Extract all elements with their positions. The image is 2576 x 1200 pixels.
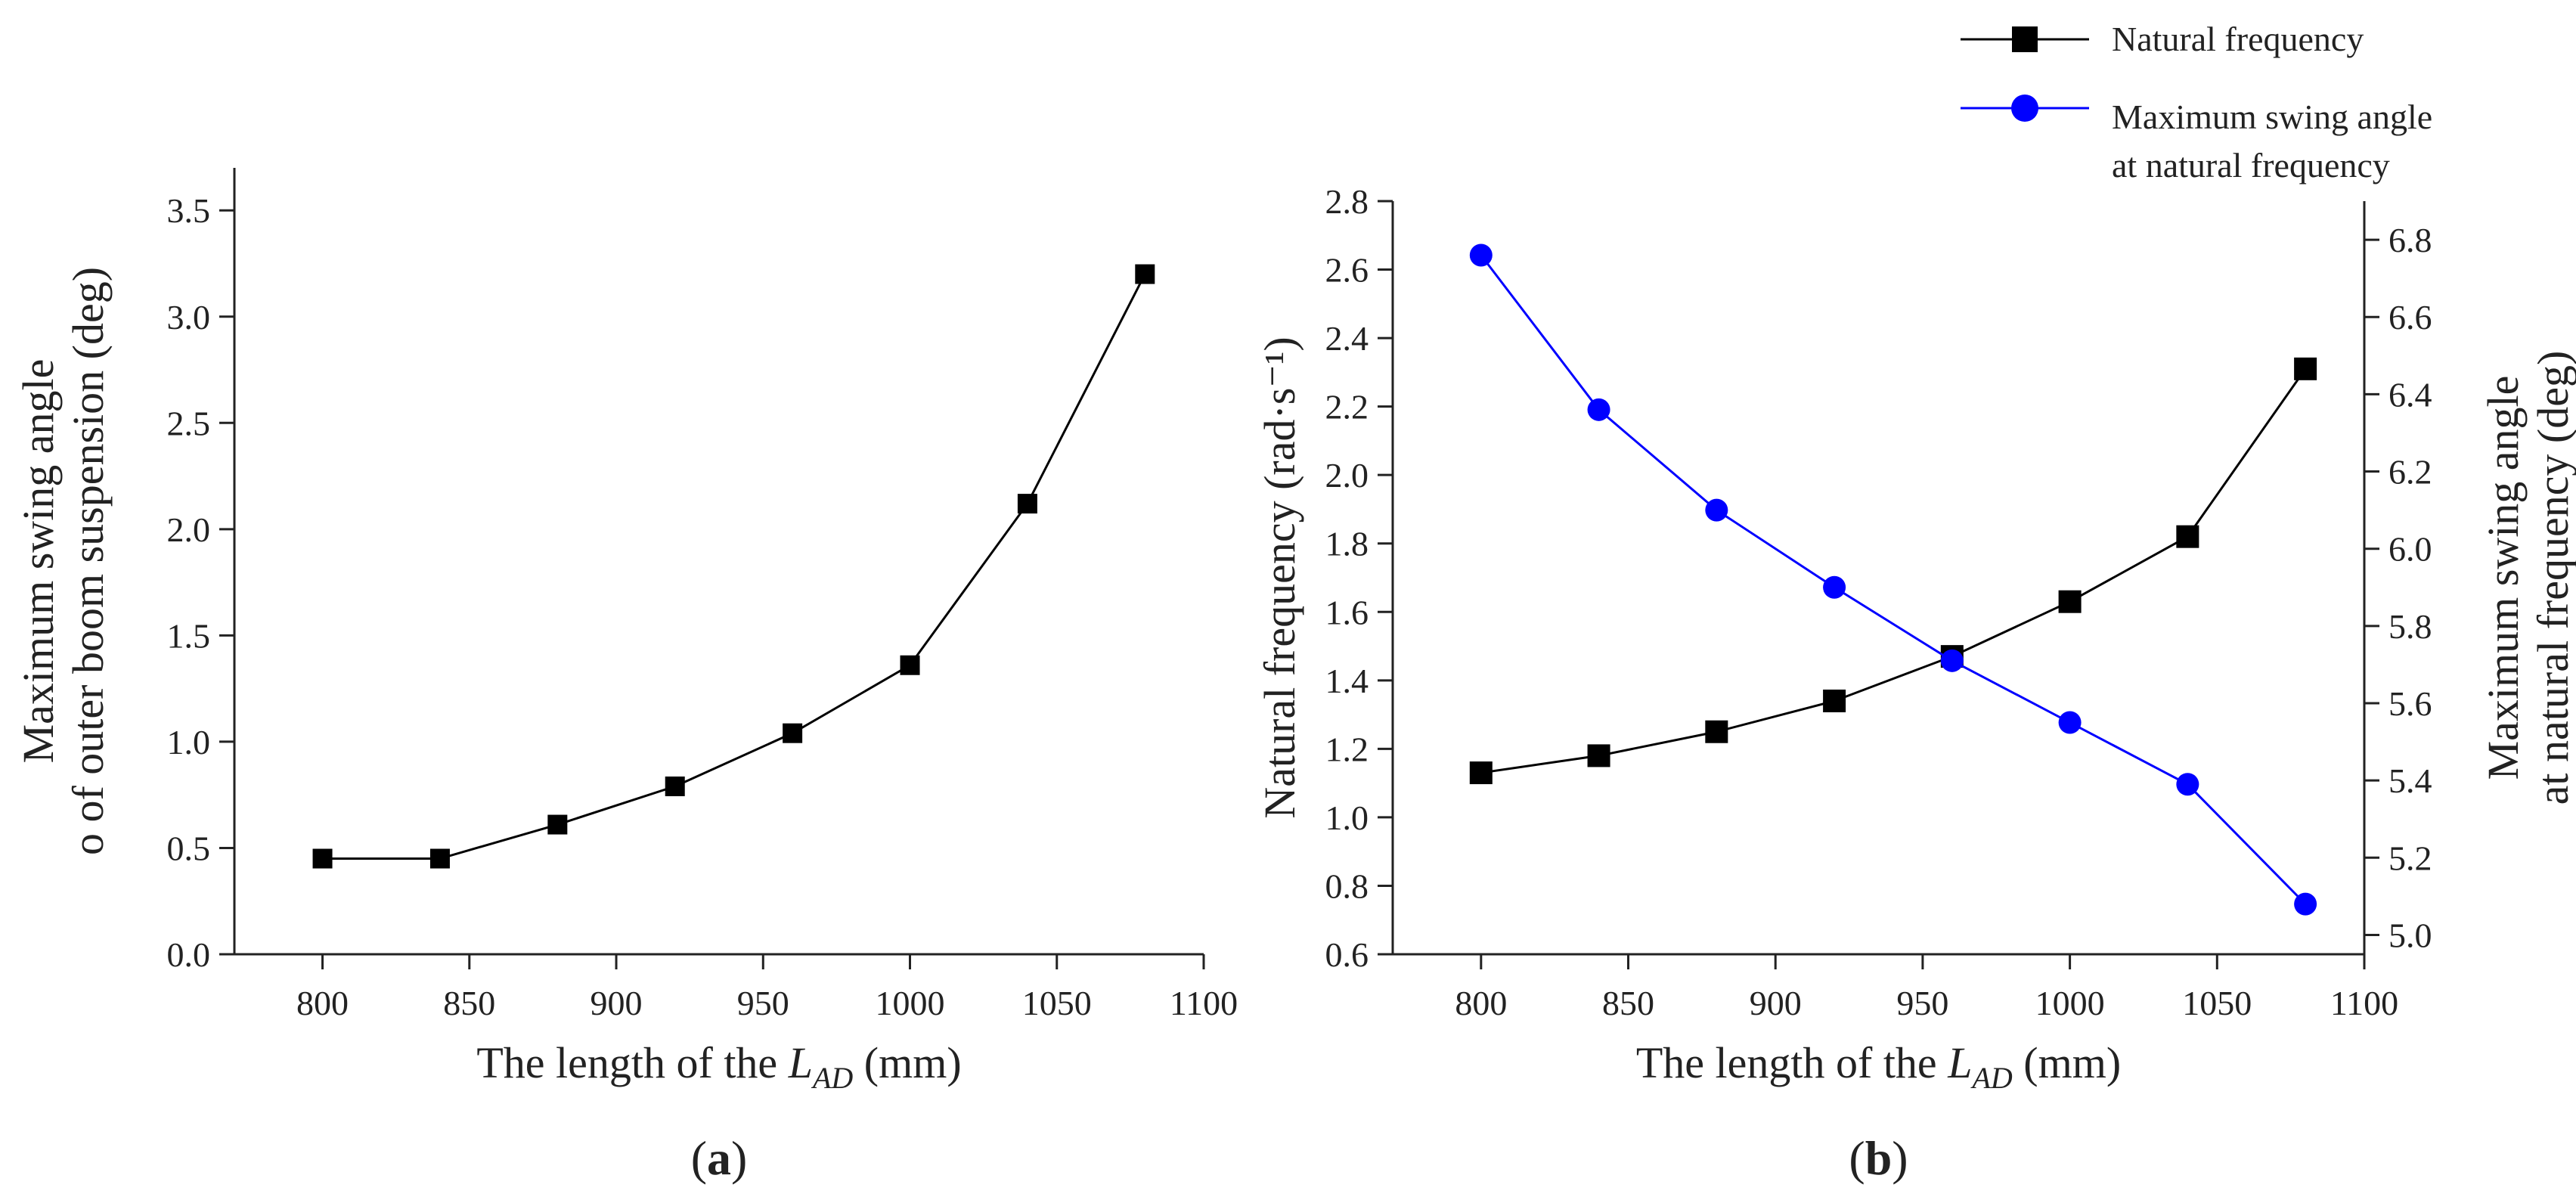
y-left-tick-label: 0.8 (1325, 867, 1369, 905)
data-point (783, 723, 803, 743)
natural-frequency-point (1587, 744, 1610, 767)
x-tick-label: 850 (443, 984, 495, 1022)
swing-angle-point (1705, 498, 1728, 522)
x-tick-label: 800 (296, 984, 349, 1022)
y-axis-label: Maximum swing angleo of outer boom suspe… (14, 267, 113, 855)
swing-angle-point (2058, 711, 2082, 734)
swing-angle-point (1469, 243, 1493, 267)
natural-frequency-point (1823, 689, 1846, 712)
y-tick-label: 0.0 (167, 935, 211, 974)
chart-b: 800 850 900 950 1000 1050 1100 0.6 0.8 1.0 1.2 1.4 1… (1255, 20, 2576, 1185)
data-point (900, 655, 920, 675)
y-left-tick-label: 2.4 (1325, 319, 1369, 358)
y-axis-left-label: Natural frequency (rad·s⁻¹) (1255, 336, 1304, 818)
legend-natural-frequency-marker (2012, 26, 2038, 52)
data-point (312, 848, 333, 869)
y-left-tick-label: 0.6 (1325, 935, 1369, 974)
x-tick-label: 900 (591, 984, 643, 1022)
swing-angle-point (1587, 398, 1610, 421)
y-right-tick-label: 6.8 (2388, 221, 2432, 259)
y-left-tick-label: 1.2 (1325, 730, 1369, 768)
x-tick-label: 950 (1896, 984, 1948, 1022)
y-left-tick-label: 2.0 (1325, 456, 1369, 495)
x-axis-label: The length of the LAD (mm) (476, 1038, 961, 1095)
y-right-tick-label: 6.0 (2388, 530, 2432, 569)
y-right-tick-label: 5.6 (2388, 684, 2432, 723)
y-tick-label: 2.5 (167, 404, 211, 442)
y-right-tick-label: 6.2 (2388, 453, 2432, 491)
series-natural-frequency-line (1480, 367, 2307, 774)
y-right-tick-label: 5.2 (2388, 839, 2432, 877)
y-tick-label: 0.5 (167, 829, 211, 867)
x-tick-label: 1100 (1170, 984, 1238, 1022)
y-left-tick-label: 1.6 (1325, 593, 1369, 631)
x-tick-label: 1050 (1022, 984, 1092, 1022)
swing-angle-point (2294, 892, 2317, 916)
data-point (665, 776, 685, 796)
swing-angle-point (1823, 575, 1846, 599)
y-right-tick-label: 5.0 (2388, 916, 2432, 954)
y-tick-label: 1.5 (167, 616, 211, 655)
natural-frequency-point (2058, 590, 2082, 613)
series-line (322, 273, 1146, 860)
y-tick-label: 2.0 (167, 510, 211, 549)
legend-swing-angle-marker (2011, 95, 2038, 122)
x-tick-label: 900 (1750, 984, 1802, 1022)
legend-natural-frequency-label: Natural frequency (2112, 20, 2364, 58)
natural-frequency-point (2176, 525, 2199, 548)
data-point (547, 814, 568, 835)
x-tick-label: 850 (1602, 984, 1654, 1022)
x-tick-label: 1050 (2182, 984, 2252, 1022)
y-right-tick-label: 6.4 (2388, 375, 2432, 414)
y-right-tick-label: 5.4 (2388, 761, 2432, 800)
y-left-tick-label: 2.6 (1325, 251, 1369, 290)
data-point (1135, 264, 1155, 284)
y-left-tick-label: 2.8 (1325, 182, 1369, 221)
y-right-tick-label: 5.8 (2388, 607, 2432, 646)
y-left-tick-label: 1.4 (1325, 662, 1369, 700)
natural-frequency-point (2294, 357, 2317, 380)
panel-label: (b) (1849, 1131, 1908, 1185)
swing-angle-point (2176, 773, 2199, 796)
x-tick-label: 1000 (2035, 984, 2105, 1022)
x-tick-label: 800 (1455, 984, 1507, 1022)
data-point (429, 848, 450, 869)
y-tick-label: 3.5 (167, 191, 211, 230)
series-swing-angle-line (1480, 254, 2307, 905)
chart-a: 800 850 900 950 1000 1050 1100 0.0 0.5 1.0 1.5 2.0 2… (14, 168, 1238, 1185)
data-point (1017, 494, 1037, 514)
legend: Natural frequency Maximum swing angle at n… (1961, 20, 2432, 184)
x-axis-label: The length of the LAD (mm) (1636, 1038, 2121, 1095)
x-tick-label: 950 (737, 984, 789, 1022)
y-tick-label: 3.0 (167, 298, 211, 336)
y-left-tick-label: 1.8 (1325, 525, 1369, 563)
x-tick-label: 1000 (876, 984, 945, 1022)
x-tick-label: 1100 (2330, 984, 2398, 1022)
natural-frequency-point (1705, 720, 1728, 743)
panel-label: (a) (691, 1131, 748, 1185)
y-left-tick-label: 1.0 (1325, 798, 1369, 837)
natural-frequency-point (1469, 761, 1493, 785)
y-tick-label: 1.0 (167, 723, 211, 761)
y-right-tick-label: 6.6 (2388, 298, 2432, 336)
y-left-tick-label: 2.2 (1325, 388, 1369, 426)
y-axis-right-label: Maximum swing angleat natural frequency … (2478, 351, 2576, 805)
legend-swing-angle-label: Maximum swing angle at natural frequency (2112, 98, 2432, 184)
swing-angle-point (1940, 649, 1964, 672)
